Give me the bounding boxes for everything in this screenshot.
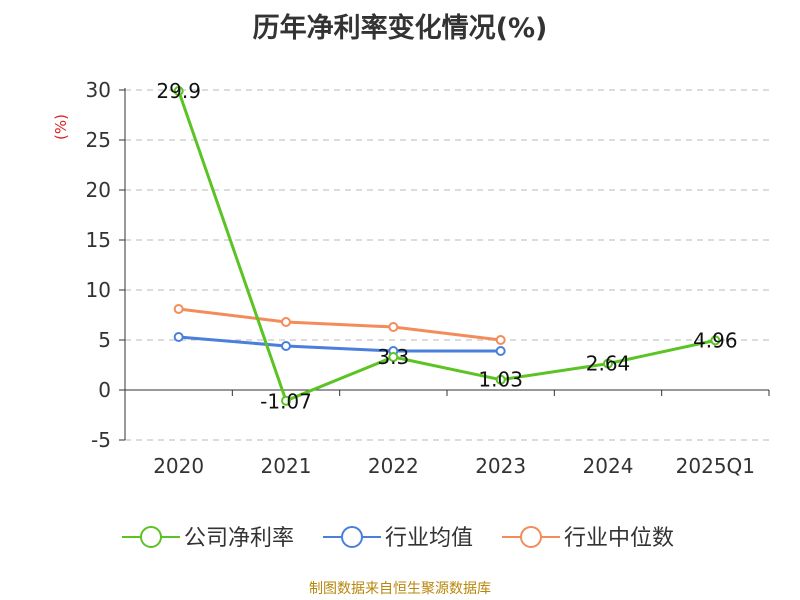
y-tick-label: 15 <box>86 228 111 252</box>
data-point <box>710 335 721 346</box>
y-tick-label: 0 <box>98 378 111 402</box>
data-point <box>281 395 291 406</box>
data-point <box>603 358 613 369</box>
chart-title: 历年净利率变化情况(%) <box>252 13 548 44</box>
data-label: 3.3 <box>377 345 409 369</box>
x-tick-label: 2023 <box>475 454 526 478</box>
legend-swatch-marker <box>140 526 162 548</box>
data-point <box>388 352 399 362</box>
y-tick-label: 20 <box>86 178 111 202</box>
data-label: 29.9 <box>156 79 201 103</box>
data-label: 2.64 <box>586 352 631 376</box>
source-note: 制图数据来自恒生聚源数据库 <box>309 581 491 597</box>
data-point <box>173 86 184 96</box>
data-point <box>173 332 184 342</box>
x-tick-label: 2024 <box>583 454 634 478</box>
data-point <box>495 335 506 345</box>
data-label: -1.07 <box>260 390 312 414</box>
legend-label: 行业均值 <box>385 526 473 551</box>
series-line <box>178 307 501 342</box>
grid-lines <box>125 89 769 441</box>
data-point <box>281 341 291 351</box>
legend-label: 公司净利率 <box>184 526 294 551</box>
data-labels: 29.9 -1.07 3.3 1.03 2.64 4.96 <box>156 79 737 414</box>
data-point <box>173 304 184 314</box>
y-tick-label: 30 <box>86 78 111 102</box>
series-line <box>177 90 716 403</box>
data-point <box>495 346 506 356</box>
y-tick-label: -5 <box>91 428 111 452</box>
y-tick-label: 10 <box>86 278 111 302</box>
legend-swatch-marker <box>341 526 363 548</box>
data-point <box>388 322 399 332</box>
series <box>173 86 721 406</box>
legend-swatch-marker <box>520 526 542 548</box>
axes: -5 0 5 10 15 20 25 30 2020 2021 2022 2023 2024 2025Q1 <box>86 78 770 478</box>
legend-label: 行业中位数 <box>564 526 674 551</box>
series-line <box>178 335 501 353</box>
x-tick-label: 2025Q1 <box>676 454 755 478</box>
x-tick-label: 2021 <box>261 454 312 478</box>
x-tick-label: 2020 <box>153 454 204 478</box>
data-point <box>281 317 291 327</box>
data-label: 1.03 <box>478 368 523 392</box>
y-axis-label: (%) <box>52 114 70 140</box>
data-label: 4.96 <box>693 328 738 352</box>
legend: 公司净利率 行业均值 行业中位数 <box>122 526 674 551</box>
y-tick-label: 25 <box>86 128 111 152</box>
data-point <box>495 374 506 385</box>
x-tick-label: 2022 <box>368 454 419 478</box>
y-tick-label: 5 <box>98 328 111 352</box>
